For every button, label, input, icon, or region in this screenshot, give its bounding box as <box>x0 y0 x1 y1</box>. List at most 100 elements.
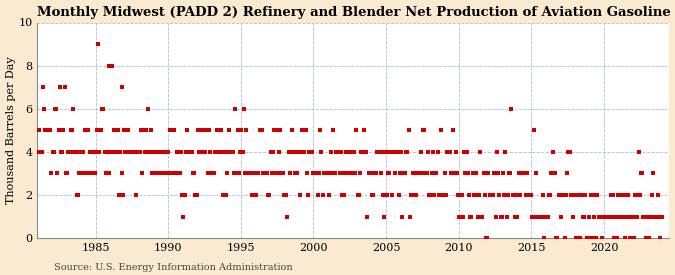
Point <box>116 171 127 176</box>
Point <box>421 171 432 176</box>
Point <box>583 236 593 240</box>
Point <box>494 193 505 197</box>
Point <box>328 128 339 133</box>
Point <box>163 171 174 176</box>
Point <box>642 214 653 219</box>
Point <box>246 171 256 176</box>
Point <box>230 106 241 111</box>
Point <box>614 193 624 197</box>
Point <box>470 193 481 197</box>
Point <box>350 171 360 176</box>
Point <box>256 128 267 133</box>
Point <box>110 128 121 133</box>
Point <box>201 128 212 133</box>
Point <box>655 236 666 240</box>
Point <box>450 150 461 154</box>
Point <box>308 171 319 176</box>
Point <box>368 193 379 197</box>
Point <box>296 128 307 133</box>
Point <box>106 64 117 68</box>
Point <box>586 193 597 197</box>
Point <box>610 214 621 219</box>
Point <box>404 214 415 219</box>
Point <box>412 171 423 176</box>
Point <box>528 214 539 219</box>
Point <box>464 193 475 197</box>
Point <box>45 128 55 133</box>
Point <box>325 150 336 154</box>
Point <box>194 150 205 154</box>
Point <box>82 128 93 133</box>
Point <box>34 128 45 133</box>
Point <box>645 214 656 219</box>
Point <box>53 128 64 133</box>
Point <box>566 193 577 197</box>
Point <box>267 150 278 154</box>
Point <box>143 106 154 111</box>
Point <box>529 128 540 133</box>
Point <box>221 171 232 176</box>
Point <box>137 171 148 176</box>
Point <box>398 171 409 176</box>
Point <box>570 236 581 240</box>
Point <box>639 214 650 219</box>
Point <box>288 150 299 154</box>
Point <box>554 193 564 197</box>
Point <box>207 171 218 176</box>
Point <box>90 150 101 154</box>
Point <box>438 193 449 197</box>
Point <box>223 150 234 154</box>
Point <box>429 193 439 197</box>
Point <box>171 171 182 176</box>
Point <box>473 193 484 197</box>
Point <box>96 128 107 133</box>
Point <box>202 171 213 176</box>
Point <box>335 150 346 154</box>
Point <box>581 236 592 240</box>
Point <box>431 171 441 176</box>
Point <box>49 150 59 154</box>
Point <box>420 171 431 176</box>
Point <box>151 150 162 154</box>
Point <box>287 128 298 133</box>
Point <box>186 150 197 154</box>
Point <box>206 171 217 176</box>
Point <box>392 150 403 154</box>
Point <box>148 150 159 154</box>
Point <box>235 150 246 154</box>
Point <box>630 193 641 197</box>
Point <box>580 193 591 197</box>
Point <box>188 171 198 176</box>
Point <box>362 214 373 219</box>
Point <box>371 171 381 176</box>
Point <box>552 236 563 240</box>
Point <box>437 193 448 197</box>
Point <box>340 150 351 154</box>
Point <box>566 193 576 197</box>
Point <box>86 171 97 176</box>
Point <box>549 171 560 176</box>
Point <box>394 193 404 197</box>
Point <box>302 193 313 197</box>
Point <box>381 193 392 197</box>
Point <box>576 193 587 197</box>
Point <box>583 214 594 219</box>
Point <box>225 150 236 154</box>
Point <box>369 171 380 176</box>
Point <box>290 171 300 176</box>
Point <box>372 150 383 154</box>
Point <box>378 193 389 197</box>
Point <box>98 106 109 111</box>
Point <box>460 171 471 176</box>
Point <box>375 171 386 176</box>
Point <box>329 171 340 176</box>
Point <box>598 214 609 219</box>
Point <box>363 171 374 176</box>
Point <box>481 236 491 240</box>
Point <box>47 150 58 154</box>
Point <box>73 193 84 197</box>
Point <box>76 171 87 176</box>
Point <box>632 214 643 219</box>
Point <box>294 193 305 197</box>
Point <box>279 193 290 197</box>
